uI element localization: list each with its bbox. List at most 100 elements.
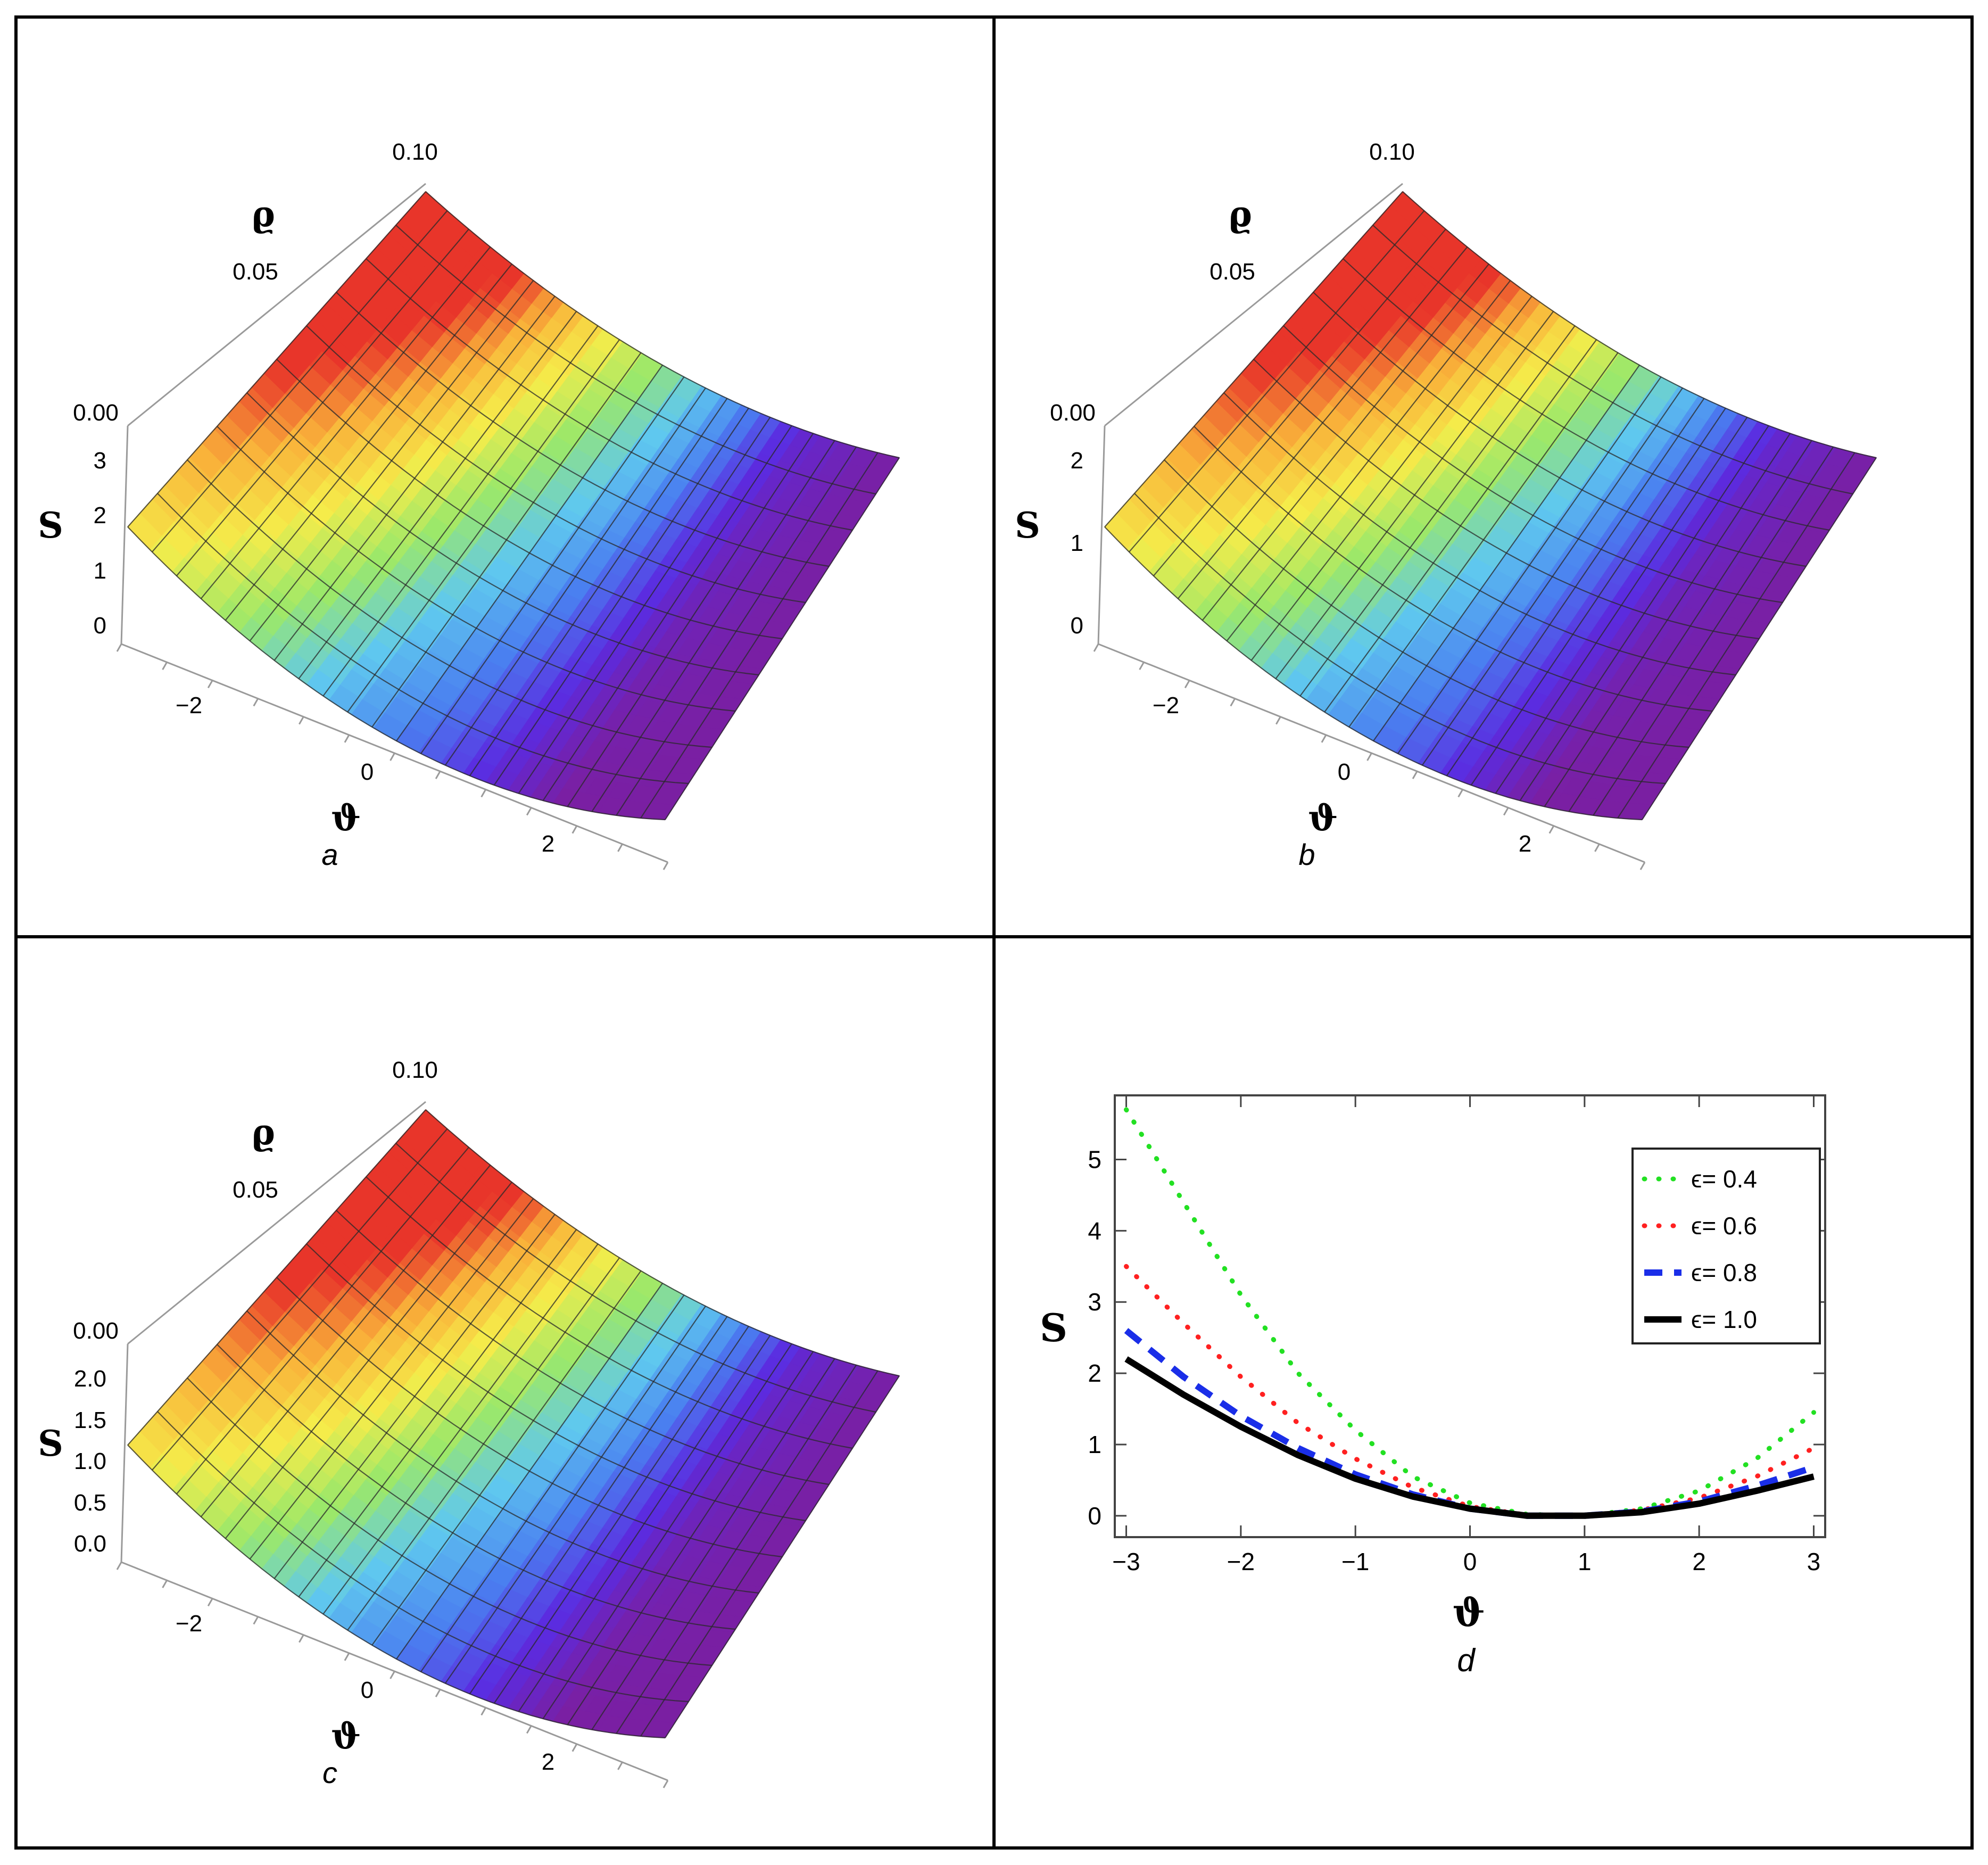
z-tick-label: 3 bbox=[94, 448, 106, 474]
y-tick-label: 0.10 bbox=[1369, 139, 1415, 165]
y-tick-label: 0.00 bbox=[73, 400, 119, 426]
mesh-line-v bbox=[1313, 292, 1807, 567]
x-tick-label: 1 bbox=[1578, 1548, 1592, 1575]
mesh-lines bbox=[1104, 191, 1877, 821]
x-tick-label: 0 bbox=[361, 1677, 374, 1703]
panel-caption-d: d bbox=[1457, 1643, 1476, 1678]
x-tick-mark bbox=[1184, 680, 1190, 689]
mesh-line-v bbox=[217, 1344, 736, 1630]
x-axis-label: ϑ bbox=[1308, 797, 1338, 839]
legend-label: ϵ= 1.0 bbox=[1691, 1306, 1757, 1333]
z-tick-label: 0.5 bbox=[74, 1490, 106, 1516]
y-tick-label: 4 bbox=[1088, 1217, 1101, 1244]
z-axis-line bbox=[120, 425, 129, 645]
y-tick-label: 0.10 bbox=[392, 139, 438, 165]
y-axis-line bbox=[127, 1101, 426, 1345]
panel-caption: c bbox=[322, 1756, 337, 1789]
x-tick-mark bbox=[662, 862, 669, 870]
mesh-line-v bbox=[366, 258, 853, 531]
z-tick-label: 0.0 bbox=[74, 1531, 106, 1557]
z-tick-label: 2 bbox=[1071, 448, 1083, 474]
x-tick-mark bbox=[162, 1580, 168, 1588]
z-axis-label: S bbox=[38, 505, 63, 546]
series-group bbox=[1124, 1107, 1816, 1519]
panel-caption: a bbox=[321, 838, 338, 871]
mesh-line-v bbox=[1283, 325, 1783, 604]
mesh-line-v bbox=[157, 493, 689, 785]
mesh-line-v bbox=[1253, 359, 1760, 640]
series-line bbox=[1124, 1356, 1815, 1519]
surface-mesh bbox=[1104, 191, 1877, 820]
x-axis-label: ϑ bbox=[1452, 1590, 1485, 1635]
legend-label: ϵ= 0.4 bbox=[1691, 1165, 1757, 1193]
mesh-line-v bbox=[336, 292, 830, 567]
x-tick-label: −2 bbox=[176, 1611, 202, 1637]
x-tick-mark bbox=[571, 1743, 578, 1752]
x-tick-label: −2 bbox=[1153, 692, 1179, 719]
x-tick-mark bbox=[116, 1562, 122, 1570]
x-tick-mark bbox=[390, 753, 395, 761]
x-tick-mark bbox=[253, 1616, 259, 1625]
x-tick-label: 2 bbox=[542, 831, 554, 857]
x-tick-label: 0 bbox=[1338, 759, 1351, 785]
y-tick-label: 0.10 bbox=[392, 1057, 438, 1083]
x-tick-mark bbox=[435, 771, 441, 779]
y-axis-line bbox=[1104, 183, 1403, 427]
z-tick-label: 0 bbox=[1071, 613, 1083, 639]
mesh-line-v bbox=[1372, 225, 1853, 495]
y-tick-label: 1 bbox=[1088, 1431, 1101, 1458]
mesh-line-v bbox=[306, 1243, 806, 1522]
x-tick-mark bbox=[1639, 862, 1646, 870]
x-tick-mark bbox=[207, 680, 213, 689]
y-axis-line bbox=[127, 183, 426, 427]
x-tick-mark bbox=[1457, 789, 1463, 798]
z-tick-label: 1.0 bbox=[74, 1448, 106, 1474]
x-tick-mark bbox=[1412, 771, 1418, 779]
mesh-line-v bbox=[425, 1109, 900, 1377]
x-tick-mark bbox=[481, 1707, 486, 1716]
mesh-lines bbox=[127, 191, 900, 821]
box-axes bbox=[116, 183, 669, 870]
x-axis-label: ϑ bbox=[331, 797, 361, 839]
y-axis-label: ϱ bbox=[252, 193, 275, 235]
surface-mesh bbox=[127, 191, 900, 820]
x-tick-mark bbox=[481, 789, 486, 798]
surface-panel-a: 0 1 2 3 −2 0 2 0.00 0.05 0.10 Sϱ ϑa bbox=[38, 139, 900, 871]
x-tick-mark bbox=[1366, 753, 1372, 761]
x-tick-mark bbox=[1548, 825, 1555, 834]
surface-panel-b: 0 1 2 −2 0 2 0.00 0.05 0.10 Sϱ ϑb bbox=[1015, 139, 1877, 871]
mesh-lines bbox=[127, 1109, 900, 1739]
y-tick-label: 2 bbox=[1088, 1359, 1101, 1387]
z-axis-line bbox=[1097, 425, 1106, 645]
x-tick-mark bbox=[662, 1780, 669, 1788]
z-tick-label: 1 bbox=[94, 558, 106, 584]
x-tick-mark bbox=[617, 1762, 623, 1770]
mesh-line-v bbox=[1343, 258, 1830, 531]
legend-label: ϵ= 0.6 bbox=[1691, 1212, 1757, 1240]
x-tick-mark bbox=[1230, 698, 1236, 707]
y-tick-label: 5 bbox=[1088, 1145, 1101, 1173]
mesh-line-v bbox=[127, 1445, 666, 1739]
x-tick-mark bbox=[1093, 643, 1099, 652]
mesh-line-v bbox=[336, 1210, 830, 1486]
x-tick-mark bbox=[1275, 716, 1281, 725]
y-tick-label: 0.00 bbox=[1050, 400, 1096, 426]
surface-panel-c: 0.0 0.5 1.0 1.5 2.0 −2 0 2 0.00 0.05 0.10 Sϱ ϑc bbox=[38, 1057, 900, 1789]
x-tick-label: 0 bbox=[361, 759, 374, 785]
x-tick-label: −2 bbox=[1227, 1548, 1255, 1575]
z-axis-label: S bbox=[38, 1423, 63, 1464]
mesh-line-v bbox=[306, 325, 806, 604]
mesh-line-v bbox=[1402, 191, 1877, 459]
mesh-line-v bbox=[1164, 459, 1689, 748]
box-axes bbox=[116, 1101, 669, 1788]
mesh-line-v bbox=[366, 1176, 853, 1449]
z-tick-label: 2 bbox=[94, 502, 106, 529]
x-tick-mark bbox=[344, 1653, 350, 1661]
y-axis-label: ϱ bbox=[1229, 193, 1252, 235]
legend-box bbox=[1631, 1148, 1821, 1344]
x-tick-label: 0 bbox=[1463, 1548, 1477, 1575]
panel-grid bbox=[14, 15, 1974, 1850]
y-tick-label: 0.05 bbox=[233, 1177, 278, 1203]
